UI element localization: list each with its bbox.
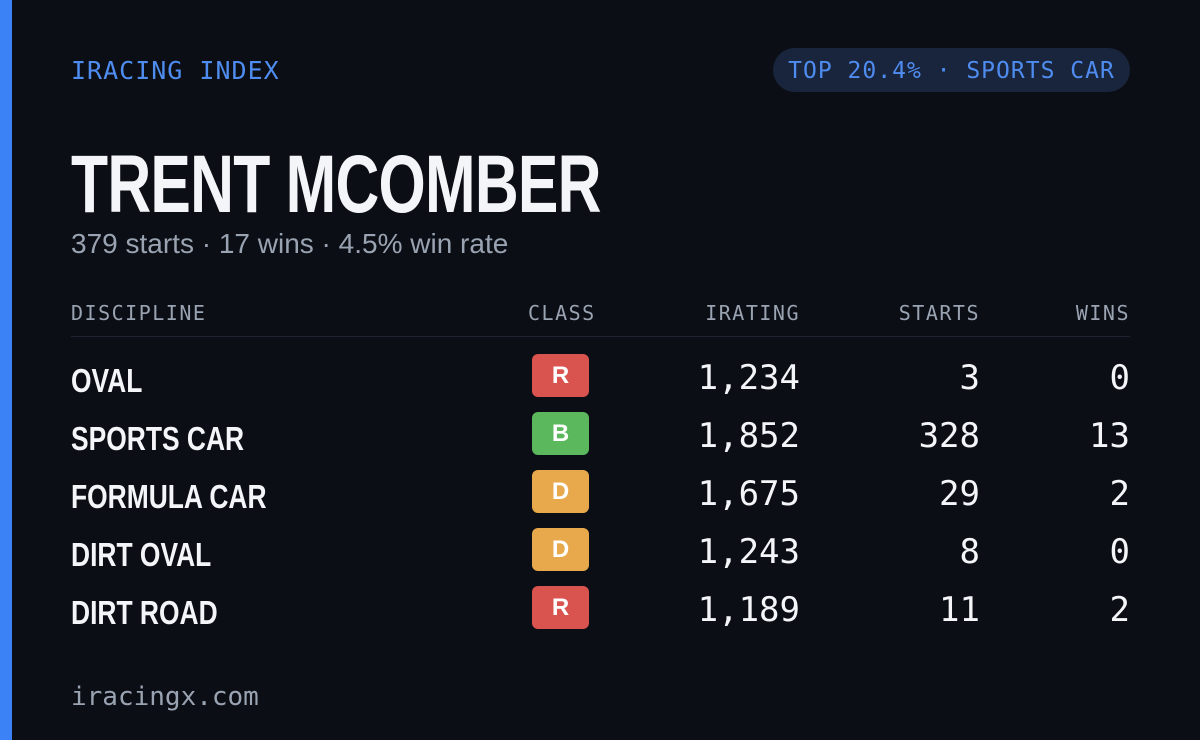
brand: IRACING INDEX xyxy=(71,56,280,85)
class-badge: R xyxy=(532,586,589,629)
discipline: FORMULA CAR xyxy=(71,478,267,515)
wins: 0 xyxy=(1109,358,1130,398)
driver-name: TRENT MCOMBER xyxy=(71,139,601,230)
column-header: STARTS xyxy=(898,301,980,325)
irating: 1,189 xyxy=(697,590,800,630)
wins: 2 xyxy=(1109,590,1130,630)
class-badge: D xyxy=(532,528,589,571)
accent-stripe xyxy=(0,0,12,740)
rank-badge: TOP 20.4% · SPORTS CAR xyxy=(773,48,1130,92)
summary: 379 starts · 17 wins · 4.5% win rate xyxy=(71,228,509,259)
column-header: DISCIPLINE xyxy=(71,301,207,325)
irating: 1,675 xyxy=(697,474,800,514)
discipline: DIRT ROAD xyxy=(71,594,218,631)
discipline: DIRT OVAL xyxy=(71,536,212,573)
starts: 3 xyxy=(959,358,980,398)
irating: 1,234 xyxy=(697,358,800,398)
discipline: OVAL xyxy=(71,362,143,399)
wins: 13 xyxy=(1089,416,1130,456)
starts: 11 xyxy=(939,590,980,630)
starts: 8 xyxy=(959,532,980,572)
column-header: IRATING xyxy=(705,301,800,325)
irating: 1,852 xyxy=(697,416,800,456)
starts: 29 xyxy=(939,474,980,514)
discipline: SPORTS CAR xyxy=(71,420,245,457)
wins: 2 xyxy=(1109,474,1130,514)
column-header: CLASS xyxy=(528,301,596,325)
wins: 0 xyxy=(1109,532,1130,572)
footer-site: iracingx.com xyxy=(71,682,259,712)
class-badge: B xyxy=(532,412,589,455)
starts: 328 xyxy=(918,416,980,456)
header-rule xyxy=(71,336,1130,337)
column-header: WINS xyxy=(1075,301,1130,325)
irating: 1,243 xyxy=(697,532,800,572)
class-badge: R xyxy=(532,354,589,397)
class-badge: D xyxy=(532,470,589,513)
